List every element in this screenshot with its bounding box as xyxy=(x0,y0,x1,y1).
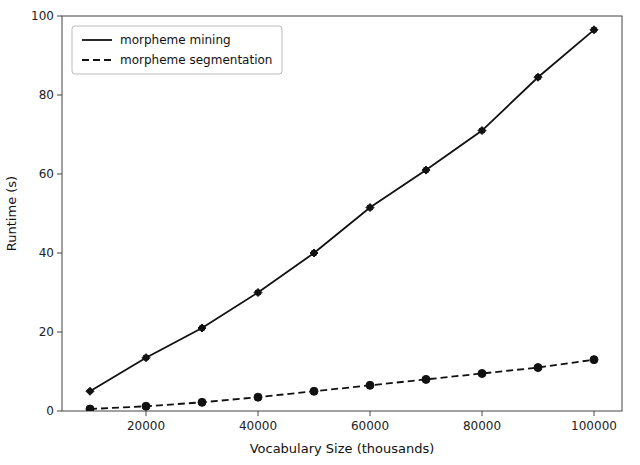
y-tick xyxy=(57,174,62,175)
point-marker xyxy=(366,204,374,212)
point-marker xyxy=(534,364,542,372)
point-marker xyxy=(310,387,318,395)
point-marker xyxy=(534,73,542,81)
point-marker xyxy=(142,354,150,362)
y-tick-label: 0 xyxy=(46,404,54,418)
legend-label: morpheme segmentation xyxy=(120,53,272,67)
x-tick-label: 40000 xyxy=(239,419,277,433)
x-tick xyxy=(146,411,147,416)
x-tick-label: 20000 xyxy=(127,419,165,433)
series-line xyxy=(90,30,594,391)
point-marker xyxy=(142,402,150,410)
plot-frame xyxy=(62,16,622,411)
x-tick xyxy=(594,411,595,416)
y-tick xyxy=(57,332,62,333)
point-marker xyxy=(422,375,430,383)
legend-box xyxy=(72,26,282,74)
y-tick xyxy=(57,411,62,412)
y-tick xyxy=(57,253,62,254)
point-marker xyxy=(366,381,374,389)
y-tick-label: 80 xyxy=(39,88,54,102)
legend-swatch xyxy=(82,59,112,61)
point-marker xyxy=(198,398,206,406)
point-marker xyxy=(422,166,430,174)
point-marker xyxy=(590,356,598,364)
point-marker xyxy=(478,127,486,135)
x-tick xyxy=(258,411,259,416)
y-tick xyxy=(57,16,62,17)
x-tick-label: 60000 xyxy=(351,419,389,433)
x-tick xyxy=(370,411,371,416)
legend-label: morpheme mining xyxy=(120,33,231,47)
point-marker xyxy=(254,393,262,401)
y-tick-label: 20 xyxy=(39,325,54,339)
data-group xyxy=(86,26,598,411)
point-marker xyxy=(86,405,94,411)
x-tick-label: 100000 xyxy=(571,419,617,433)
y-axis-label: Runtime (s) xyxy=(4,176,19,251)
y-tick-label: 40 xyxy=(39,246,54,260)
chart: 20000 40000 60000 80000 100000 0 20 40 60 80 100 Vo… xyxy=(0,0,640,465)
point-marker xyxy=(254,289,262,297)
point-marker xyxy=(86,387,94,395)
point-marker xyxy=(478,369,486,377)
legend-swatch xyxy=(82,39,112,41)
y-tick-label: 60 xyxy=(39,167,54,181)
series-line xyxy=(90,360,594,409)
background xyxy=(0,0,640,465)
y-tick-label: 100 xyxy=(31,9,54,23)
x-tick-label: 80000 xyxy=(463,419,501,433)
y-tick xyxy=(57,95,62,96)
point-marker xyxy=(310,249,318,257)
x-tick xyxy=(482,411,483,416)
point-marker xyxy=(198,324,206,332)
x-axis-label: Vocabulary Size (thousands) xyxy=(250,441,435,456)
point-marker xyxy=(590,26,598,34)
legend: morpheme mining morpheme segmentation xyxy=(72,26,282,74)
